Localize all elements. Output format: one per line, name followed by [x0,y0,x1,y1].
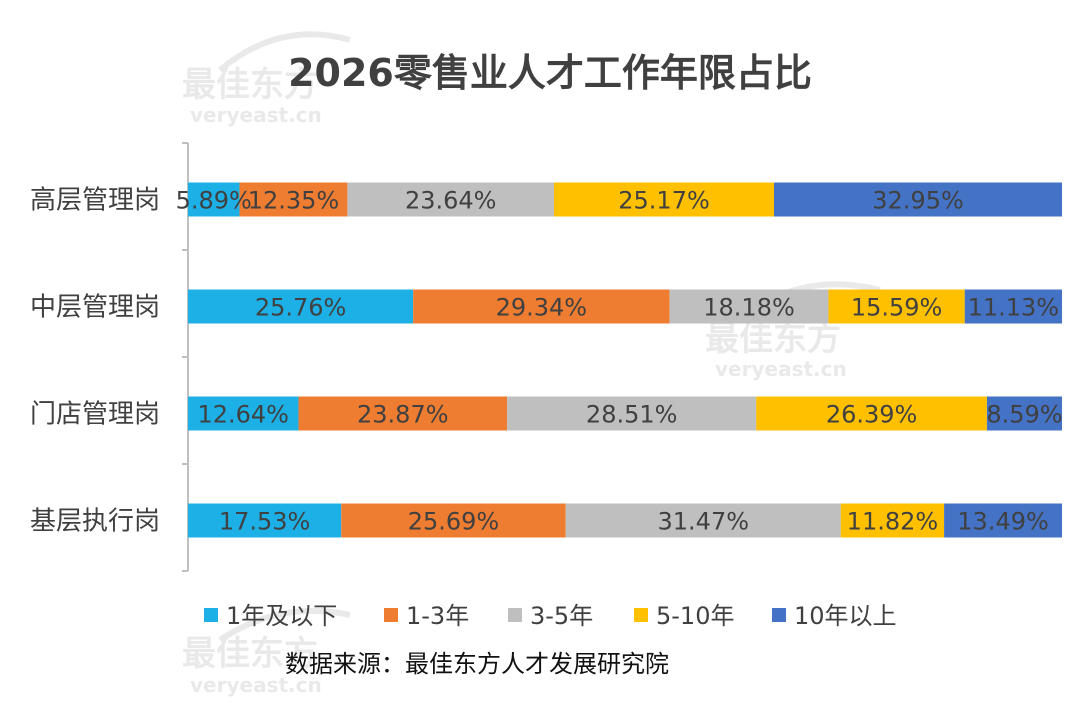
bar-segment [188,503,342,538]
bar-segment [188,182,240,217]
legend-label: 10年以上 [794,602,897,630]
data-label: 11.13% [968,294,1060,322]
legend: 1年及以下 1-3年 3-5年 5-10年 10年以上 [204,602,897,630]
data-label: 23.87% [357,401,449,429]
data-label: 8.59% [986,401,1062,429]
bar-segment [507,396,757,431]
legend-label: 1-3年 [406,602,469,630]
category-label: 门店管理岗 [30,400,160,430]
data-label: 31.47% [658,508,750,536]
svg-text:veryeast.cn: veryeast.cn [190,673,322,697]
data-label: 15.59% [851,294,943,322]
data-label: 29.34% [496,294,588,322]
category-label: 基层执行岗 [30,507,160,537]
bar-segment [298,396,508,431]
bar-segment [774,182,1062,217]
data-label: 25.69% [408,508,500,536]
data-label: 23.64% [405,187,497,215]
data-label: 26.39% [826,401,918,429]
bar-segment [188,289,414,324]
data-label: 11.82% [847,508,939,536]
data-label: 5.89% [176,187,252,215]
legend-label: 1年及以下 [226,602,337,630]
legend-swatch [384,608,398,622]
bar-segment [341,503,566,538]
legend-label: 3-5年 [530,602,593,630]
source-note: 数据来源：最佳东方人才发展研究院 [285,650,669,678]
svg-text:最佳东方: 最佳东方 [182,634,318,674]
bar-segment [565,503,841,538]
svg-text:veryeast.cn: veryeast.cn [190,103,322,127]
data-label: 32.95% [872,187,964,215]
bar-segment [944,503,1062,538]
data-label: 25.76% [255,294,347,322]
category-label: 中层管理岗 [30,293,160,323]
svg-text:最佳东方: 最佳东方 [705,319,841,359]
svg-text:veryeast.cn: veryeast.cn [715,357,847,381]
bar-segment [840,503,945,538]
bar-segment [188,396,299,431]
bar-segment [964,289,1062,324]
data-label: 12.64% [197,401,289,429]
svg-text:最佳东方: 最佳东方 [182,65,318,105]
data-label: 12.35% [248,187,340,215]
data-label: 28.51% [586,401,678,429]
bar-segment [669,289,829,324]
category-label: 高层管理岗 [30,186,160,216]
bar-segment [413,289,670,324]
bar-segment [239,182,348,217]
data-labels: 5.89%12.35% 23.64% 25.17% 32.95% 25.76% 29.34… [176,187,1063,536]
watermark-bottom-left: 最佳东方 veryeast.cn [182,607,351,697]
bar-segment [347,182,555,217]
legend-swatch [204,608,218,622]
bars [188,182,1062,538]
data-label: 13.49% [957,508,1049,536]
legend-swatch [772,608,786,622]
data-label: 25.17% [618,187,710,215]
data-label: 17.53% [219,508,311,536]
legend-swatch [634,608,648,622]
watermark-center: 最佳东方 veryeast.cn [705,281,881,381]
data-label: 18.18% [703,294,795,322]
chart-title: 2026零售业人才工作年限占比 [288,51,812,95]
bar-segment [756,396,987,431]
bar-segment [828,289,965,324]
legend-swatch [508,608,522,622]
bar-segment [554,182,775,217]
legend-label: 5-10年 [656,602,734,630]
watermark-top-left: 最佳东方 veryeast.cn [182,31,351,127]
bar-segment [986,396,1062,431]
